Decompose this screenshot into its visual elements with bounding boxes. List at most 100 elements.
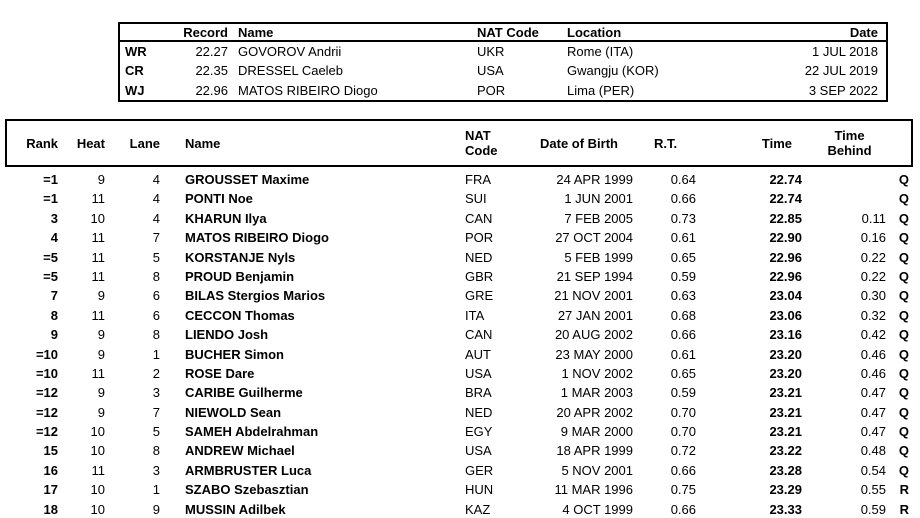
result-reaction-time: 0.59 bbox=[670, 268, 696, 284]
result-nat-code: USA bbox=[465, 443, 492, 459]
results-header-date-of-birth: Date of Birth bbox=[540, 135, 618, 151]
result-lane: 3 bbox=[152, 385, 160, 401]
result-heat: 11 bbox=[91, 268, 106, 284]
record-type-label: WR bbox=[125, 44, 147, 59]
result-row: 8 11 6 CECCON Thomas ITA 27 JAN 2001 0.6… bbox=[7, 306, 911, 325]
result-reaction-time: 0.66 bbox=[670, 462, 696, 478]
result-lane: 8 bbox=[152, 327, 160, 343]
result-qualification-flag: Q bbox=[898, 268, 909, 284]
result-heat: 11 bbox=[91, 365, 106, 381]
result-heat: 10 bbox=[90, 482, 105, 498]
result-rank: =1 bbox=[43, 191, 58, 207]
result-reaction-time: 0.73 bbox=[670, 210, 696, 226]
result-rank: 8 bbox=[50, 307, 58, 323]
results-body: =1 9 4 GROUSSET Maxime FRA 24 APR 1999 0… bbox=[5, 170, 913, 518]
result-reaction-time: 0.70 bbox=[670, 424, 696, 440]
result-final-time: 23.20 bbox=[769, 365, 802, 381]
result-lane: 1 bbox=[152, 346, 160, 362]
result-lane: 8 bbox=[152, 443, 160, 459]
result-swimmer-name: PROUD Benjamin bbox=[185, 268, 295, 284]
record-nat-code: USA bbox=[477, 63, 504, 79]
result-final-time: 22.85 bbox=[769, 210, 802, 226]
result-heat: 11 bbox=[91, 462, 106, 478]
result-reaction-time: 0.65 bbox=[670, 249, 696, 265]
results-header-nat-code: NAT Code bbox=[462, 128, 525, 158]
result-nat-code: AUT bbox=[465, 346, 491, 362]
record-time-value: 22.27 bbox=[195, 44, 228, 59]
result-row: 15 10 8 ANDREW Michael USA 18 APR 1999 0… bbox=[7, 441, 911, 460]
result-qualification-flag: Q bbox=[898, 462, 909, 478]
result-qualification-flag: Q bbox=[898, 385, 909, 401]
records-header-row: Record Name NAT Code Location Date bbox=[120, 24, 886, 42]
records-header-date: Date bbox=[849, 25, 878, 40]
result-final-time: 22.90 bbox=[769, 230, 802, 246]
record-date: 22 JUL 2019 bbox=[804, 63, 878, 79]
result-qualification-flag: Q bbox=[898, 172, 909, 187]
result-date-of-birth: 5 NOV 2001 bbox=[561, 462, 633, 478]
result-swimmer-name: GROUSSET Maxime bbox=[185, 172, 310, 187]
result-time-behind: 0.22 bbox=[860, 268, 886, 284]
result-nat-code: KAZ bbox=[465, 501, 491, 517]
result-swimmer-name: MUSSIN Adilbek bbox=[185, 501, 286, 517]
result-heat: 9 bbox=[97, 404, 105, 420]
result-rank: =12 bbox=[35, 385, 58, 401]
result-nat-code: ITA bbox=[465, 307, 485, 323]
result-rank: 18 bbox=[43, 501, 58, 517]
results-header-row: Rank Heat Lane Name NAT Code Date of Bir… bbox=[5, 119, 913, 167]
result-row: 9 9 8 LIENDO Josh CAN 20 AUG 2002 0.66 2… bbox=[7, 325, 911, 344]
result-heat: 9 bbox=[97, 327, 105, 343]
record-location: Rome (ITA) bbox=[567, 44, 634, 59]
result-row: =1 11 4 PONTI Noe SUI 1 JUN 2001 0.66 22… bbox=[7, 189, 911, 208]
result-date-of-birth: 21 SEP 1994 bbox=[556, 268, 633, 284]
result-final-time: 22.96 bbox=[769, 268, 802, 284]
result-date-of-birth: 21 NOV 2001 bbox=[554, 288, 633, 304]
result-reaction-time: 0.70 bbox=[670, 404, 696, 420]
result-qualification-flag: Q bbox=[898, 191, 909, 207]
result-row: =12 9 7 NIEWOLD Sean NED 20 APR 2002 0.7… bbox=[7, 403, 911, 422]
result-row: 16 11 3 ARMBRUSTER Luca GER 5 NOV 2001 0… bbox=[7, 461, 911, 480]
result-heat: 9 bbox=[97, 346, 105, 362]
result-time-behind: 0.47 bbox=[860, 385, 886, 401]
result-reaction-time: 0.61 bbox=[670, 230, 696, 246]
result-time-behind: 0.46 bbox=[860, 365, 886, 381]
result-nat-code: EGY bbox=[465, 424, 493, 440]
result-swimmer-name: SAMEH Abdelrahman bbox=[185, 424, 319, 440]
result-heat: 9 bbox=[97, 385, 105, 401]
result-lane: 4 bbox=[152, 191, 160, 207]
result-date-of-birth: 18 APR 1999 bbox=[556, 443, 633, 459]
result-nat-code: FRA bbox=[465, 172, 491, 187]
result-reaction-time: 0.61 bbox=[670, 346, 696, 362]
result-rank: =5 bbox=[43, 268, 58, 284]
result-rank: =5 bbox=[43, 249, 58, 265]
result-time-behind: 0.55 bbox=[860, 482, 886, 498]
result-nat-code: BRA bbox=[465, 385, 492, 401]
result-reaction-time: 0.65 bbox=[670, 365, 696, 381]
result-nat-code: NED bbox=[465, 404, 493, 420]
result-swimmer-name: NIEWOLD Sean bbox=[185, 404, 282, 420]
result-final-time: 23.16 bbox=[769, 327, 802, 343]
record-time-value: 22.35 bbox=[195, 63, 228, 79]
result-rank: =12 bbox=[35, 404, 58, 420]
record-location: Gwangju (KOR) bbox=[567, 63, 659, 79]
result-heat: 11 bbox=[91, 230, 106, 246]
records-body: WR 22.27 GOVOROV Andrii UKR Rome (ITA) 1… bbox=[120, 42, 886, 100]
result-swimmer-name: KHARUN Ilya bbox=[185, 210, 267, 226]
result-qualification-flag: Q bbox=[898, 443, 909, 459]
result-reaction-time: 0.75 bbox=[670, 482, 696, 498]
record-location: Lima (PER) bbox=[567, 82, 635, 98]
result-row: 3 10 4 KHARUN Ilya CAN 7 FEB 2005 0.73 2… bbox=[7, 209, 911, 228]
result-time-behind: 0.32 bbox=[860, 307, 886, 323]
result-time-behind: 0.47 bbox=[860, 424, 886, 440]
result-date-of-birth: 20 AUG 2002 bbox=[554, 327, 633, 343]
result-nat-code: SUI bbox=[465, 191, 487, 207]
result-rank: =10 bbox=[35, 346, 58, 362]
result-nat-code: GRE bbox=[465, 288, 494, 304]
result-final-time: 23.20 bbox=[769, 346, 802, 362]
result-qualification-flag: Q bbox=[898, 249, 909, 265]
result-heat: 10 bbox=[90, 424, 105, 440]
result-time-behind: 0.16 bbox=[860, 230, 886, 246]
result-lane: 2 bbox=[152, 365, 160, 381]
record-date: 1 JUL 2018 bbox=[811, 44, 878, 59]
result-row: 4 11 7 MATOS RIBEIRO Diogo POR 27 OCT 20… bbox=[7, 228, 911, 247]
result-qualification-flag: Q bbox=[898, 307, 909, 323]
